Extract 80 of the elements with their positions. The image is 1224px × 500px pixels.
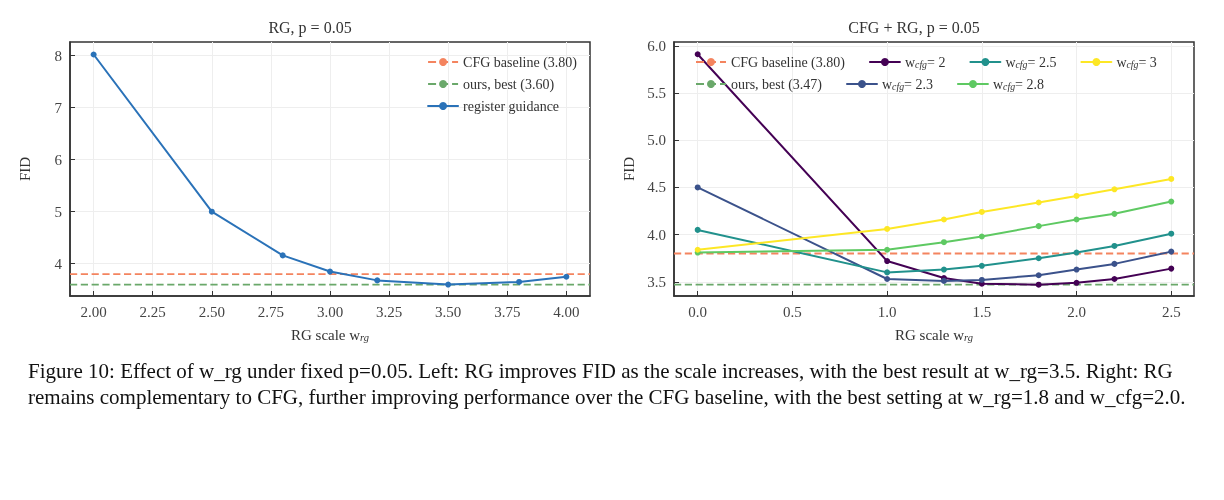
point [1035,281,1042,288]
point [1073,266,1080,273]
point [884,258,891,265]
chart-title: RG, p = 0.05 [268,18,352,37]
x-tick-label: 0.5 [783,303,802,320]
point [1111,276,1118,282]
y-axis-title: FID [16,156,33,182]
legend-label: ours, best (3.47) [731,76,823,93]
point [1111,242,1118,249]
point [1035,223,1042,230]
point [1073,192,1080,199]
point [1073,279,1080,286]
point [940,266,947,273]
point [1111,260,1118,267]
y-tick-label: 6.0 [647,37,666,54]
point [978,208,985,215]
y-tick-label: 8 [54,47,62,64]
point [694,51,701,58]
x-tick-label: 2.50 [198,303,225,320]
point [90,51,97,58]
caption: Figure 10: Effect of w_rg under fixed p=0.05. Left: RG improves FID as the scale increases, with the best result at w_rg=3.5. Right: RG remains complementary to CFG, further improving performance over the CFG baseline, with the best setting at w_rg=1.8 and w_cfg=2.0. [27,358,1187,410]
point [445,281,452,288]
point [1035,272,1042,279]
point [978,276,985,283]
point [374,277,381,284]
x-tick-label: 4.00 [553,303,580,320]
x-tick-label: 3.50 [435,303,462,320]
legend-label: register guidance [463,98,560,114]
point [1168,230,1175,237]
point [1035,255,1042,262]
point [978,262,985,269]
y-tick-label: 7 [54,99,63,116]
point [1073,216,1080,223]
point [1111,186,1118,193]
y-axis-title: FID [620,156,637,182]
y-tick-label: 5.5 [647,84,666,101]
point [1168,198,1175,205]
point [884,269,891,276]
point [208,208,215,215]
x-tick-label: 3.25 [375,303,403,320]
point [1168,175,1175,182]
x-tick-label: 2.75 [257,303,285,320]
x-tick-label: 2.25 [139,303,166,320]
x-tick-label: 2.5 [1161,303,1181,320]
x-tick-label: 3.75 [494,303,521,320]
point [884,246,891,253]
point [279,252,286,259]
y-tick-label: 4.5 [647,179,666,196]
point [1168,248,1175,255]
y-tick-label: 5.0 [647,132,666,149]
legend-label: ours, best (3.60) [463,76,555,93]
point [563,273,570,280]
y-tick-label: 5 [54,203,62,220]
x-tick-label: 2.00 [80,303,107,320]
point [940,239,947,246]
x-tick-label: 2.0 [1067,303,1086,320]
y-tick-label: 6 [54,151,63,168]
x-tick-label: 1.0 [877,303,897,320]
point [516,278,523,285]
x-tick-label: 0.0 [688,303,708,320]
legend-label: CFG baseline (3.80) [731,54,846,71]
point [1111,210,1118,217]
x-axis-title: RG scale wrg [894,326,974,343]
point [694,184,701,191]
point [694,226,701,233]
point [1073,249,1080,256]
point [327,268,333,275]
x-tick-label: 3.00 [316,303,344,320]
point [1168,265,1175,272]
point [978,233,985,240]
point [884,225,891,232]
point [884,276,891,282]
y-tick-label: 4.0 [647,226,666,243]
y-tick-label: 4 [54,255,63,272]
chart-title: CFG + RG, p = 0.05 [848,18,980,37]
legend-label: CFG baseline (3.80) [463,54,578,71]
y-tick-label: 3.5 [647,273,666,290]
x-tick-label: 1.5 [972,303,992,320]
point [940,216,947,223]
x-axis-title: RG scale wrg [290,326,370,343]
